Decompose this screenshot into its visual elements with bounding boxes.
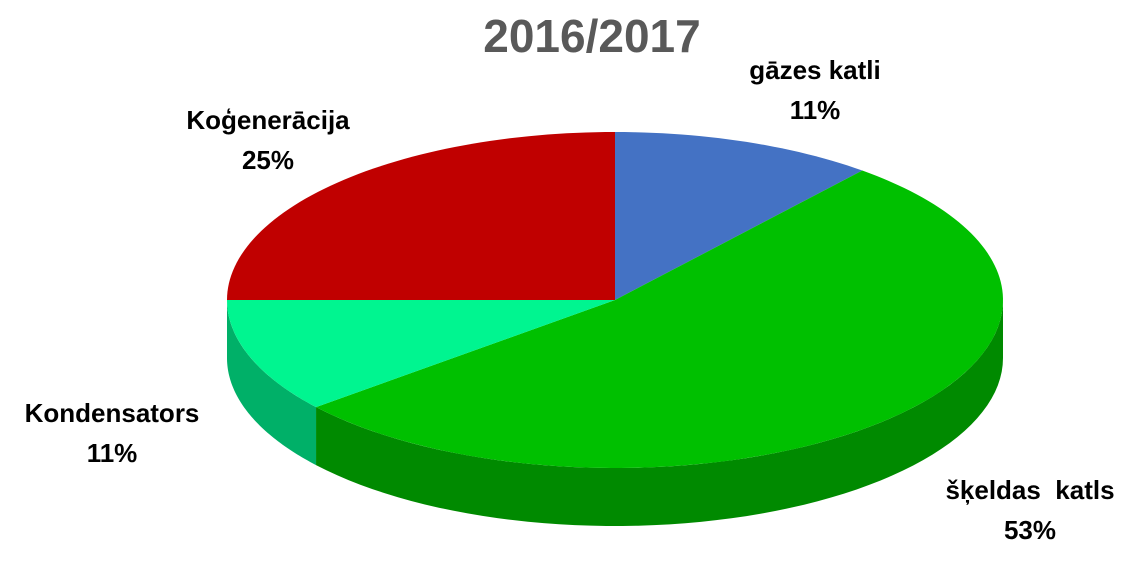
slice-label: Kondensators <box>25 398 200 428</box>
slice-side <box>227 300 317 466</box>
slice <box>227 132 615 300</box>
value-label: 53% <box>1004 515 1056 545</box>
value-label: 25% <box>242 145 294 175</box>
slice <box>615 132 863 300</box>
slice <box>227 300 615 408</box>
value-label: 11% <box>790 95 841 125</box>
slice-label: gāzes katli <box>749 55 881 85</box>
slice-side <box>316 300 1003 526</box>
slice-label: Koģenerācija <box>186 105 350 135</box>
slice <box>316 170 1003 468</box>
value-label: 11% <box>87 438 138 468</box>
slice-label: šķeldas katls <box>945 475 1114 505</box>
chart-title: 2016/2017 <box>483 10 700 62</box>
